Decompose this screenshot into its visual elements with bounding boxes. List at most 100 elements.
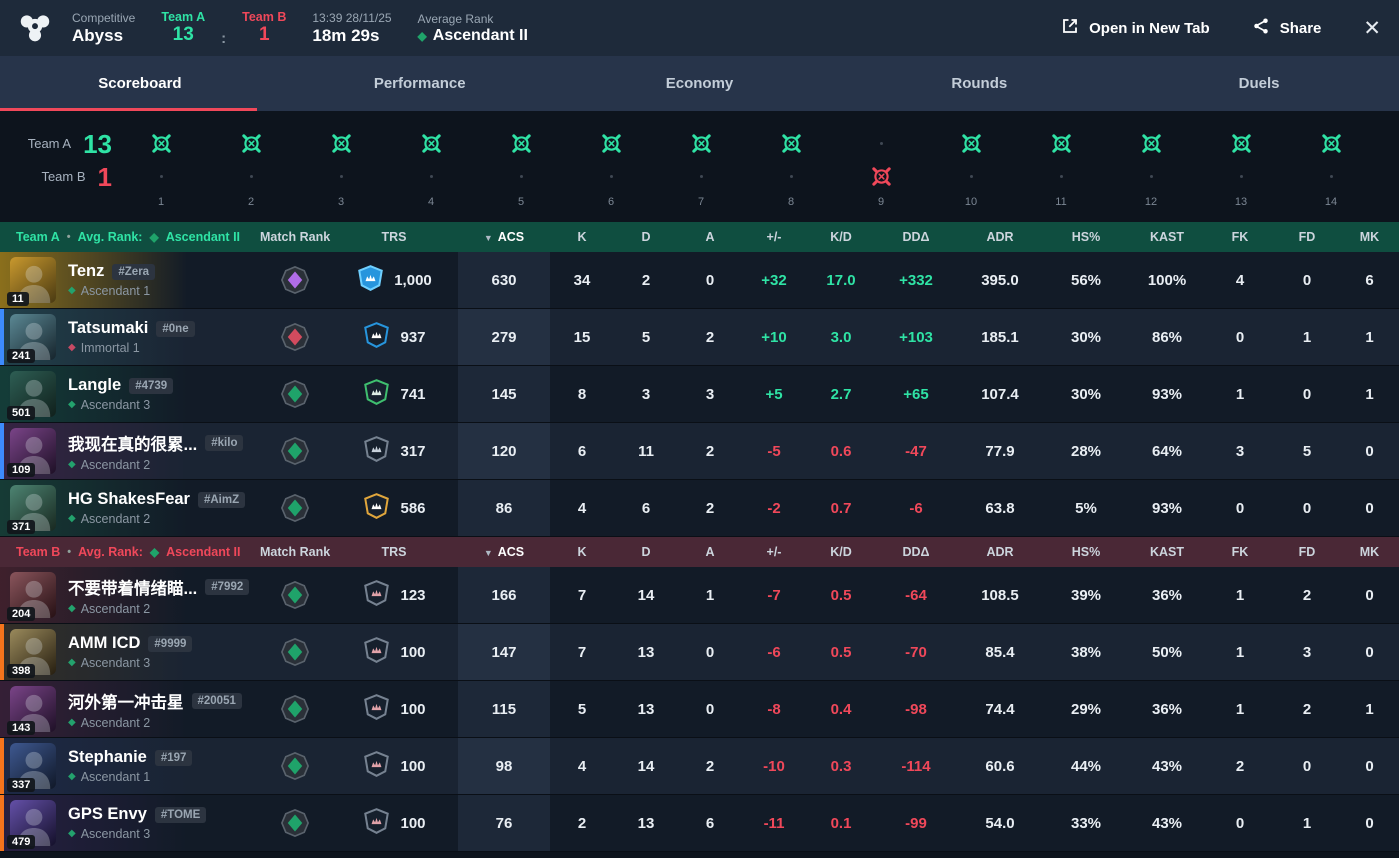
trs-shield-icon	[362, 436, 391, 466]
player-info: 河外第一冲击星 #20051 ◆ Ascendant 2	[68, 689, 242, 730]
column-header-a[interactable]: A	[705, 230, 715, 244]
player-row[interactable]: 109 我现在真的很累... #kilo ◆ Ascendant 2 317 120 6 11 2…	[0, 423, 1399, 480]
player-row[interactable]: 11 Tenz #Zera ◆ Ascendant 1 1,000 630 34 2 0 +32 17…	[0, 252, 1399, 309]
top-bar: Competitive Abyss Team A 13 : Team B 1 1…	[0, 0, 1399, 56]
player-row[interactable]: 501 Langle #4739 ◆ Ascendant 3 741 145 8 3 3 +5 2.7…	[0, 366, 1399, 423]
round-column: 2	[206, 111, 296, 222]
player-tag: #197	[154, 749, 193, 766]
share-button[interactable]: Share	[1252, 17, 1321, 39]
player-rank: Ascendant 2	[80, 457, 151, 472]
column-header-adr[interactable]: ADR	[986, 545, 1014, 559]
team-b-header: Team B • Avg. Rank: ◆ Ascendant II Match…	[0, 537, 1399, 567]
player-row[interactable]: 337 Stephanie #197 ◆ Ascendant 1 100 98 4 14 2 -10…	[0, 738, 1399, 795]
stat-dd: +332	[899, 271, 933, 289]
round-loss-dot	[429, 160, 433, 193]
stat-hs: 30%	[1070, 328, 1102, 346]
close-icon[interactable]: ✕	[1363, 16, 1381, 40]
column-header-acs[interactable]: ▼ ACS	[483, 230, 525, 244]
stat-acs: 115	[458, 681, 550, 737]
player-row[interactable]: 143 河外第一冲击星 #20051 ◆ Ascendant 2 100 115 5 13 0 -8…	[0, 681, 1399, 738]
column-header-fd[interactable]: FD	[1298, 545, 1316, 559]
round-loss-dot	[249, 160, 253, 193]
sort-arrow-icon: ▼	[483, 233, 493, 243]
player-tag: #TOME	[154, 806, 207, 823]
tab-performance[interactable]: Performance	[373, 75, 466, 92]
player-name: HG ShakesFear	[68, 490, 190, 508]
column-header-mk[interactable]: MK	[1359, 230, 1380, 244]
player-tag: #0ne	[156, 320, 195, 337]
column-header-dd[interactable]: DDΔ	[902, 545, 930, 559]
column-header-a[interactable]: A	[705, 545, 715, 559]
stat-dd: -6	[909, 499, 923, 517]
stat-pm: +10	[761, 328, 787, 346]
stat-pm: -11	[763, 814, 785, 832]
column-header-trs[interactable]: TRS	[381, 230, 407, 244]
player-name-line: 我现在真的很累... #kilo	[68, 431, 244, 455]
round-win-icon	[600, 127, 623, 160]
trs-cell: 937	[330, 322, 458, 352]
round-win-icon	[420, 127, 443, 160]
column-header-hs%[interactable]: HS%	[1071, 230, 1101, 244]
player-info: Tenz #Zera ◆ Ascendant 1	[68, 262, 156, 298]
round-number: 13	[1234, 196, 1248, 208]
column-header-fk[interactable]: FK	[1231, 545, 1249, 559]
column-header-k/d[interactable]: K/D	[830, 230, 852, 244]
column-header-mk[interactable]: MK	[1359, 545, 1380, 559]
level-badge: 11	[7, 292, 29, 306]
stat-adr: 77.9	[985, 442, 1015, 460]
round-win-icon	[240, 127, 263, 160]
column-header-k[interactable]: K	[577, 545, 587, 559]
column-header-+/-[interactable]: +/-	[766, 545, 782, 559]
column-header-trs[interactable]: TRS	[381, 545, 407, 559]
column-header-d[interactable]: D	[641, 230, 651, 244]
column-header-kast[interactable]: KAST	[1149, 230, 1185, 244]
tab-rounds[interactable]: Rounds	[951, 75, 1008, 92]
column-header-adr[interactable]: ADR	[986, 230, 1014, 244]
agent-avatar: 143	[7, 686, 56, 735]
stat-k: 7	[577, 643, 587, 661]
column-header-matchrank[interactable]: Match Rank	[260, 230, 331, 244]
round-number: 4	[427, 196, 435, 208]
stat-fk: 0	[1235, 499, 1245, 517]
player-row[interactable]: 479 GPS Envy #TOME ◆ Ascendant 3 100 76 2 13 6 -11…	[0, 795, 1399, 852]
player-row[interactable]: 204 不要带着情绪瞄... #7992 ◆ Ascendant 2 123 166 7 14 1…	[0, 567, 1399, 624]
rank-gem-icon: ◆	[68, 657, 76, 668]
column-header-matchrank[interactable]: Match Rank	[260, 545, 331, 559]
column-header-fk[interactable]: FK	[1231, 230, 1249, 244]
stat-a: 0	[705, 643, 715, 661]
match-rank-icon	[260, 265, 330, 295]
stat-d: 3	[641, 385, 651, 403]
stat-hs: 33%	[1070, 814, 1102, 832]
team-a-rows: 11 Tenz #Zera ◆ Ascendant 1 1,000 630 34 2 0 +32 17…	[0, 252, 1399, 537]
stat-fk: 3	[1235, 442, 1245, 460]
stat-kd: 0.6	[830, 442, 852, 460]
tab-duels[interactable]: Duels	[1238, 75, 1280, 92]
trs-value: 317	[400, 442, 426, 460]
player-row[interactable]: 241 Tatsumaki #0ne ◆ Immortal 1 937 279 15 5 2 +10…	[0, 309, 1399, 366]
column-header-k[interactable]: K	[577, 230, 587, 244]
column-header-fd[interactable]: FD	[1298, 230, 1316, 244]
stat-kd: 0.1	[830, 814, 852, 832]
open-in-new-tab-button[interactable]: Open in New Tab	[1061, 17, 1210, 39]
player-row[interactable]: 398 AMM ICD #9999 ◆ Ascendant 3 100 147 7 13 0 -6 0…	[0, 624, 1399, 681]
column-header-k/d[interactable]: K/D	[830, 545, 852, 559]
column-header-+/-[interactable]: +/-	[766, 230, 782, 244]
column-header-acs[interactable]: ▼ ACS	[483, 545, 525, 559]
column-header-dd[interactable]: DDΔ	[902, 230, 930, 244]
stat-d: 6	[641, 499, 651, 517]
column-header-kast[interactable]: KAST	[1149, 545, 1185, 559]
column-header-hs%[interactable]: HS%	[1071, 545, 1101, 559]
tab-economy[interactable]: Economy	[665, 75, 734, 92]
round-loss-dot	[1239, 160, 1243, 193]
stat-kast: 36%	[1151, 586, 1183, 604]
tab-scoreboard[interactable]: Scoreboard	[0, 56, 280, 111]
player-name: Langle	[68, 376, 122, 394]
stat-fk: 1	[1235, 586, 1245, 604]
player-row[interactable]: 371 HG ShakesFear #AimZ ◆ Ascendant 2 586 86 4 6…	[0, 480, 1399, 537]
party-stripe	[0, 738, 4, 794]
column-header-d[interactable]: D	[641, 545, 651, 559]
stat-d: 5	[641, 328, 651, 346]
stat-kast: 93%	[1151, 499, 1183, 517]
stat-kd: 0.7	[830, 499, 852, 517]
stat-adr: 63.8	[985, 499, 1015, 517]
